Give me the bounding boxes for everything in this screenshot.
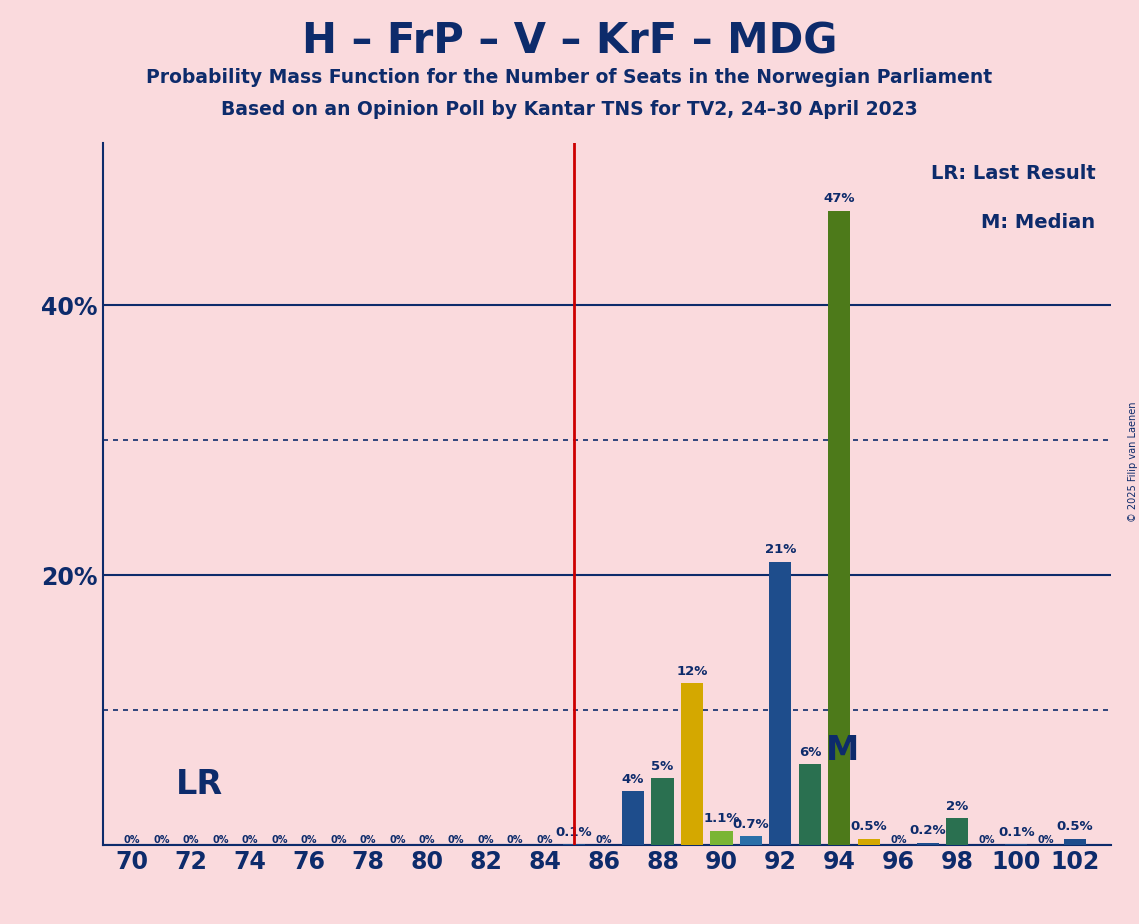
Text: 12%: 12%	[677, 665, 707, 678]
Text: 1.1%: 1.1%	[703, 812, 739, 825]
Text: M: M	[826, 735, 859, 768]
Text: 0%: 0%	[890, 835, 907, 845]
Text: 0.1%: 0.1%	[998, 826, 1034, 839]
Bar	[1064, 839, 1087, 845]
Text: 0%: 0%	[271, 835, 288, 845]
Text: 0.1%: 0.1%	[556, 826, 592, 839]
Text: 0%: 0%	[360, 835, 376, 845]
Bar	[681, 684, 703, 845]
Text: 0%: 0%	[536, 835, 552, 845]
Text: 0%: 0%	[212, 835, 229, 845]
Bar	[711, 831, 732, 845]
Text: 2%: 2%	[947, 800, 968, 813]
Bar	[652, 778, 673, 845]
Bar	[740, 836, 762, 845]
Bar	[622, 792, 644, 845]
Bar	[798, 764, 821, 845]
Bar	[917, 843, 939, 845]
Text: 0%: 0%	[330, 835, 346, 845]
Text: 0%: 0%	[241, 835, 259, 845]
Text: 0.5%: 0.5%	[851, 821, 887, 833]
Bar	[947, 819, 968, 845]
Text: 0%: 0%	[301, 835, 317, 845]
Text: 0.7%: 0.7%	[732, 818, 769, 831]
Text: 5%: 5%	[652, 760, 673, 772]
Text: 21%: 21%	[764, 543, 796, 556]
Text: 0%: 0%	[124, 835, 140, 845]
Text: 0%: 0%	[507, 835, 524, 845]
Text: Probability Mass Function for the Number of Seats in the Norwegian Parliament: Probability Mass Function for the Number…	[147, 68, 992, 88]
Text: © 2025 Filip van Laenen: © 2025 Filip van Laenen	[1129, 402, 1138, 522]
Bar	[769, 562, 792, 845]
Bar	[828, 211, 851, 845]
Bar	[858, 839, 880, 845]
Text: 0%: 0%	[596, 835, 612, 845]
Text: 0%: 0%	[390, 835, 405, 845]
Text: 47%: 47%	[823, 192, 855, 205]
Text: 4%: 4%	[622, 773, 645, 786]
Text: Based on an Opinion Poll by Kantar TNS for TV2, 24–30 April 2023: Based on an Opinion Poll by Kantar TNS f…	[221, 100, 918, 119]
Text: 0%: 0%	[1038, 835, 1054, 845]
Text: 0%: 0%	[182, 835, 199, 845]
Text: H – FrP – V – KrF – MDG: H – FrP – V – KrF – MDG	[302, 20, 837, 62]
Text: 0.5%: 0.5%	[1057, 821, 1093, 833]
Text: LR: LR	[177, 768, 223, 801]
Text: 0%: 0%	[448, 835, 465, 845]
Text: LR: Last Result: LR: Last Result	[931, 164, 1096, 183]
Text: M: Median: M: Median	[982, 213, 1096, 233]
Text: 0%: 0%	[477, 835, 494, 845]
Text: 0.2%: 0.2%	[909, 824, 947, 837]
Text: 0%: 0%	[978, 835, 995, 845]
Text: 0%: 0%	[154, 835, 170, 845]
Text: 6%: 6%	[798, 746, 821, 759]
Text: 0%: 0%	[418, 835, 435, 845]
